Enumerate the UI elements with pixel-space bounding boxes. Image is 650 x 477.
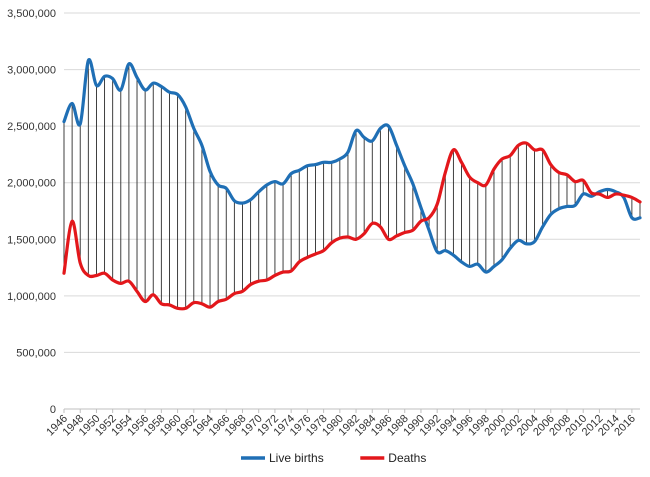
y-tick-label: 3,000,000 [7, 65, 56, 77]
y-tick-label: 2,500,000 [7, 121, 56, 133]
series-lines [62, 58, 642, 311]
y-tick-label: 500,000 [16, 347, 56, 359]
y-tick-label: 3,500,000 [7, 8, 56, 20]
y-tick-label: 0 [50, 404, 56, 416]
legend-label-deaths: Deaths [388, 451, 426, 465]
legend-label-live-births: Live births [269, 451, 324, 465]
gridlines [64, 12, 640, 353]
series-line-deaths [62, 141, 642, 311]
y-tick-label: 2,000,000 [7, 178, 56, 190]
axes: 0 500,000 1,000,000 1,500,000 2,000,000 2,500… [7, 8, 640, 438]
y-tick-label: 1,000,000 [7, 291, 56, 303]
difference-drop-lines [63, 60, 641, 309]
y-tick-label: 1,500,000 [7, 234, 56, 246]
legend: Live births Deaths [241, 451, 426, 465]
series-line-live-births [62, 58, 642, 274]
